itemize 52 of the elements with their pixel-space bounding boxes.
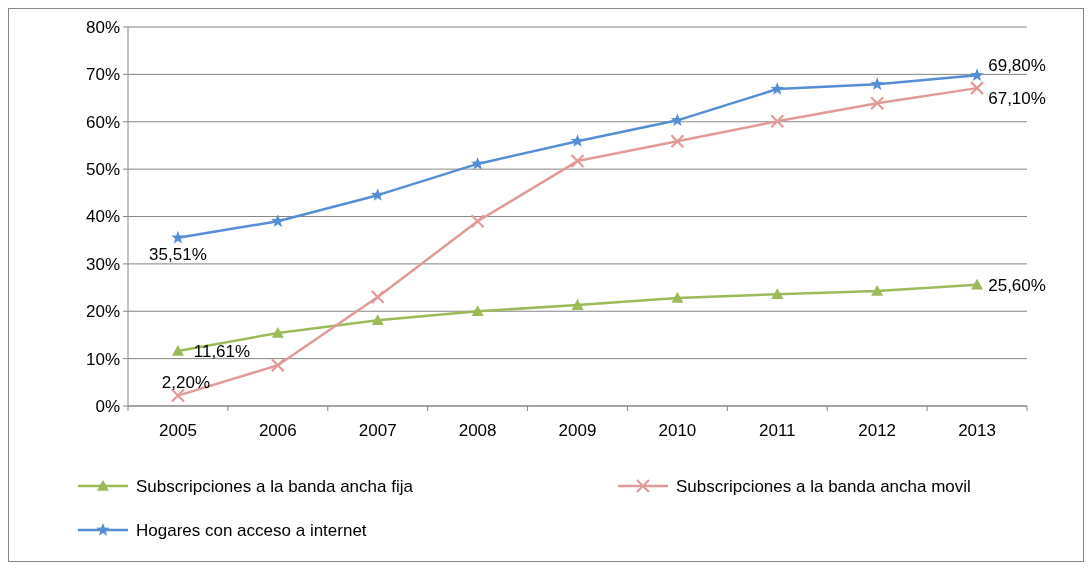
point <box>371 314 384 326</box>
point <box>871 284 884 296</box>
x-tick-label: 2006 <box>258 421 297 440</box>
x-tick-label: 2007 <box>358 421 397 440</box>
x-tick-label: 2009 <box>558 421 597 440</box>
point <box>770 82 784 95</box>
x-tick-label: 2010 <box>658 421 697 440</box>
y-tick-label: 40% <box>85 207 120 227</box>
data-label: 11,61% <box>193 341 251 361</box>
point <box>270 358 285 373</box>
point <box>570 153 585 169</box>
data-label: 69,80% <box>988 56 1046 76</box>
x-tick-label: 2012 <box>858 421 897 440</box>
y-tick-label: 70% <box>85 65 120 85</box>
point <box>371 188 385 201</box>
point <box>370 289 385 305</box>
point <box>571 299 584 310</box>
legend-label: Subscripciones a la banda ancha fija <box>136 476 414 496</box>
point <box>171 230 185 244</box>
legend-label: Subscripciones a la banda ancha movil <box>676 476 971 496</box>
data-label: 67,10% <box>988 89 1046 109</box>
point <box>870 96 885 111</box>
point <box>471 305 484 317</box>
y-tick-label: 60% <box>85 112 120 132</box>
y-tick-label: 80% <box>85 17 120 37</box>
y-tick-label: 50% <box>85 160 120 180</box>
point <box>470 156 485 170</box>
data-label: 2,20% <box>161 372 211 392</box>
point <box>671 291 684 303</box>
point <box>570 134 585 147</box>
y-tick-label: 0% <box>95 396 120 416</box>
data-label: 35,51% <box>149 244 207 264</box>
x-tick-label: 2011 <box>759 421 796 440</box>
point <box>271 214 285 227</box>
point <box>870 77 884 90</box>
point <box>969 81 985 96</box>
point <box>670 134 685 149</box>
y-tick-label: 20% <box>85 302 120 322</box>
y-tick-label: 10% <box>85 349 120 369</box>
point <box>770 114 785 129</box>
x-tick-label: 2008 <box>458 421 497 440</box>
x-tick-label: 2013 <box>958 421 996 440</box>
y-tick-label: 30% <box>85 254 120 274</box>
x-tick-label: 2005 <box>159 421 197 440</box>
point <box>470 214 485 229</box>
point <box>771 288 784 299</box>
data-label: 25,60% <box>988 275 1046 295</box>
point <box>171 345 184 356</box>
point <box>271 327 284 338</box>
point <box>971 278 984 290</box>
point <box>970 68 984 81</box>
legend-label: Hogares con acceso a internet <box>136 520 367 540</box>
